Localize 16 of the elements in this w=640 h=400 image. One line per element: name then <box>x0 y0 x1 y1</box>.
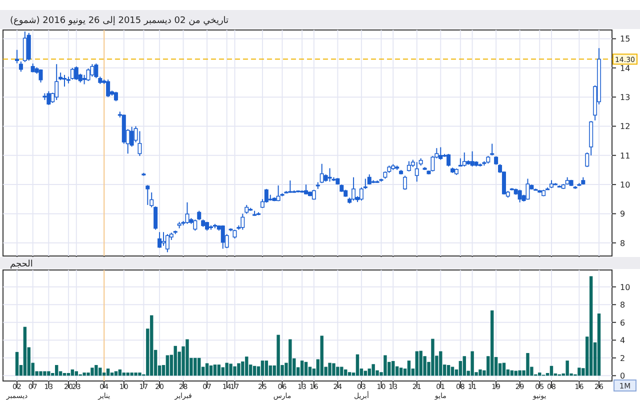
y-tick-label: 12 <box>620 122 630 132</box>
y-tick-label: 6 <box>620 318 626 328</box>
y-tick-label: 11 <box>620 151 630 160</box>
y-tick-label: 0 <box>620 372 626 381</box>
y-tick-label: 15 <box>620 34 630 44</box>
y-tick-label: 8 <box>620 238 626 248</box>
y-tick-label: 4 <box>620 336 626 346</box>
y-tick-label: 13 <box>620 93 630 102</box>
y-tick-label: 9 <box>620 210 626 219</box>
chart-title: تاريخي من 02 ديسمبر 2015 إلى 26 يونيو 2016 (شموع) <box>10 16 230 26</box>
y-tick-label: 10 <box>620 282 630 292</box>
y-tick-label: 14 <box>620 64 630 73</box>
chart-title: الحجم <box>10 260 33 270</box>
y-tick-label: 8 <box>620 300 626 310</box>
y-tick-label: 10 <box>620 180 630 190</box>
y-tick-label: 2 <box>620 354 626 363</box>
